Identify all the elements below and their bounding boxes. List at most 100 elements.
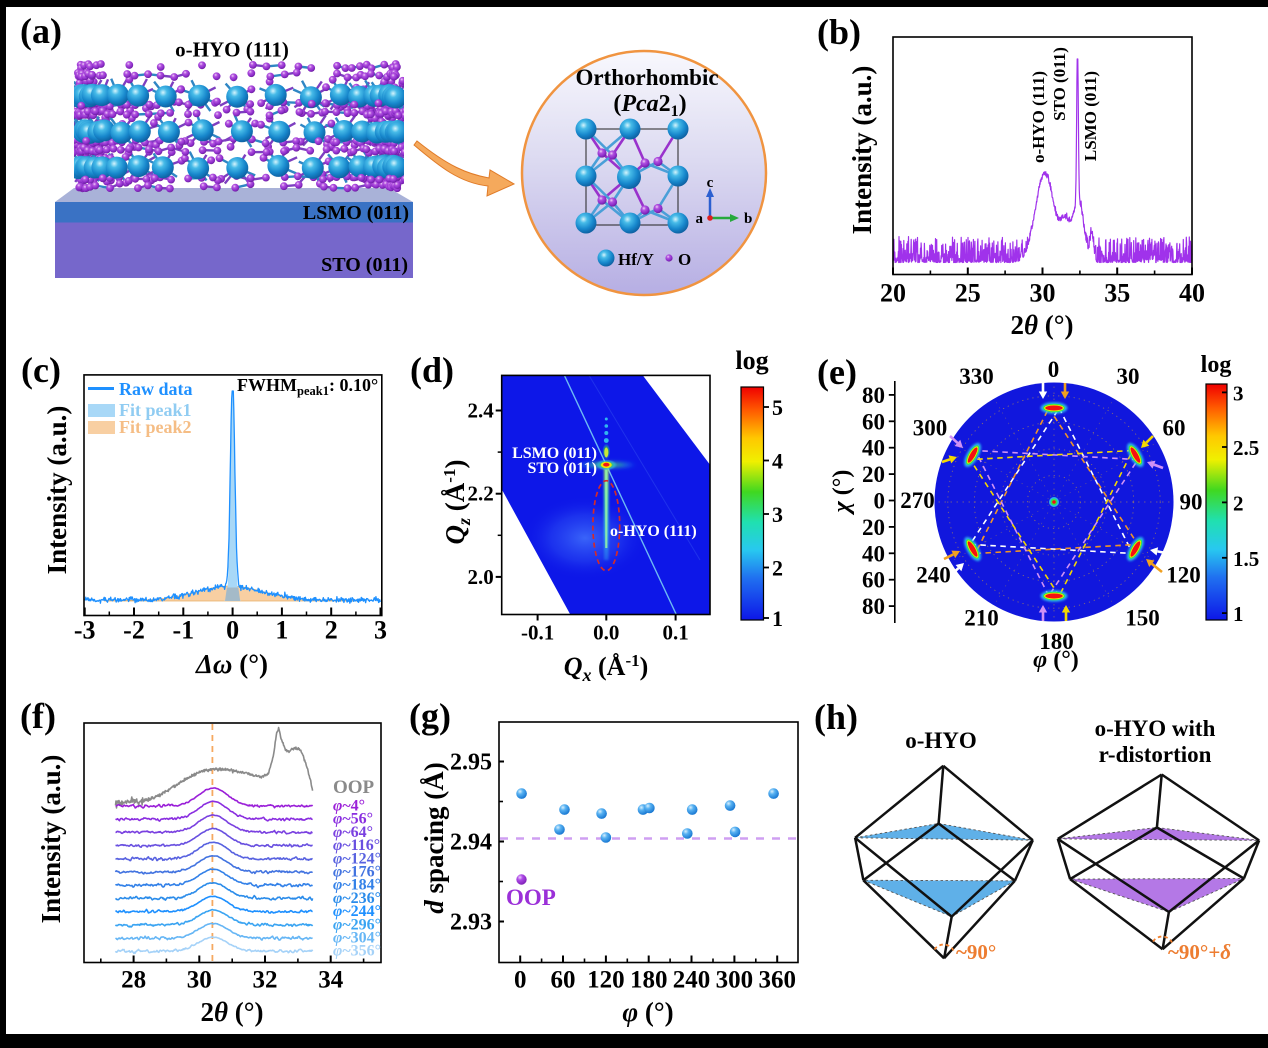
svg-text:60: 60 — [551, 967, 576, 994]
svg-text:80: 80 — [862, 594, 885, 619]
svg-text:~90°+δ: ~90°+δ — [1168, 940, 1231, 964]
svg-text:2.95: 2.95 — [450, 750, 492, 776]
svg-text:φ~64°: φ~64° — [333, 824, 373, 841]
svg-text:0: 0 — [874, 489, 886, 514]
svg-text:0: 0 — [514, 967, 527, 994]
svg-text:Intensity (a.u.): Intensity (a.u.) — [847, 66, 877, 235]
svg-text:2.94: 2.94 — [450, 830, 492, 856]
svg-text:0.0: 0.0 — [593, 621, 619, 645]
svg-text:φ~124°: φ~124° — [333, 850, 381, 867]
svg-text:3: 3 — [374, 616, 387, 645]
svg-text:2.0: 2.0 — [467, 565, 493, 589]
svg-text:STO (011): STO (011) — [528, 460, 598, 477]
svg-text:(a): (a) — [20, 11, 62, 51]
svg-text:330: 330 — [959, 364, 994, 389]
svg-text:(g): (g) — [409, 696, 451, 736]
svg-text:log: log — [1201, 352, 1232, 378]
svg-text:40: 40 — [1179, 279, 1205, 308]
svg-text:35: 35 — [1104, 279, 1130, 308]
svg-text:χ (°): χ (°) — [829, 470, 855, 516]
svg-text:Qz (Å-1): Qz (Å-1) — [440, 460, 474, 545]
svg-text:90: 90 — [1180, 490, 1203, 515]
svg-text:-1: -1 — [172, 616, 194, 645]
svg-text:φ (°): φ (°) — [622, 997, 673, 1027]
svg-text:2: 2 — [325, 616, 338, 645]
svg-text:1: 1 — [275, 616, 288, 645]
svg-text:LSMO (011): LSMO (011) — [303, 202, 409, 224]
svg-text:2θ (°): 2θ (°) — [200, 997, 263, 1027]
svg-text:(d): (d) — [410, 350, 454, 390]
svg-text:φ~184°: φ~184° — [333, 877, 381, 894]
svg-text:o-HYO (111): o-HYO (111) — [610, 523, 697, 540]
svg-text:φ~304°: φ~304° — [333, 930, 381, 947]
svg-text:b: b — [744, 211, 752, 227]
svg-text:3: 3 — [1233, 381, 1244, 405]
svg-text:Hf/Y: Hf/Y — [618, 250, 654, 269]
svg-text:o-HYO: o-HYO — [905, 728, 977, 753]
svg-text:Fit peak1: Fit peak1 — [119, 400, 192, 420]
svg-text:-3: -3 — [74, 616, 96, 645]
svg-text:o-HYO (111): o-HYO (111) — [1029, 71, 1048, 163]
svg-text:φ (°): φ (°) — [1033, 647, 1079, 673]
svg-text:LSMO (011): LSMO (011) — [512, 445, 597, 462]
svg-text:300: 300 — [716, 967, 754, 994]
svg-text:Intensity (a.u.): Intensity (a.u.) — [42, 406, 72, 575]
svg-text:~90°: ~90° — [956, 940, 996, 964]
svg-text:2.4: 2.4 — [467, 399, 494, 423]
svg-text:φ~4°: φ~4° — [333, 798, 365, 815]
svg-text:STO (011): STO (011) — [321, 254, 408, 276]
svg-text:FWHMpeak1: 0.10°: FWHMpeak1: 0.10° — [237, 375, 378, 398]
svg-text:60: 60 — [862, 568, 885, 593]
svg-text:Qx (Å-1): Qx (Å-1) — [564, 651, 649, 685]
svg-text:φ~356°: φ~356° — [333, 943, 381, 960]
svg-text:3: 3 — [772, 502, 783, 527]
svg-text:2.5: 2.5 — [1233, 436, 1259, 460]
svg-text:φ~116°: φ~116° — [333, 837, 380, 854]
svg-text:STO (011): STO (011) — [1050, 47, 1069, 121]
svg-text:o-HYO (111): o-HYO (111) — [175, 38, 289, 62]
svg-text:180: 180 — [1039, 629, 1074, 654]
svg-text:20: 20 — [862, 462, 885, 487]
svg-text:2: 2 — [772, 556, 783, 581]
svg-text:c: c — [707, 175, 714, 191]
svg-text:5: 5 — [772, 395, 783, 420]
svg-text:30: 30 — [187, 967, 212, 994]
svg-text:Orthorhombic: Orthorhombic — [575, 65, 718, 90]
svg-text:0.1: 0.1 — [662, 621, 688, 645]
svg-text:150: 150 — [1125, 606, 1160, 631]
svg-text:φ~176°: φ~176° — [333, 864, 381, 881]
svg-text:0: 0 — [1048, 357, 1060, 382]
svg-text:1: 1 — [1233, 602, 1244, 626]
svg-text:40: 40 — [862, 541, 885, 566]
svg-text:(b): (b) — [817, 12, 861, 52]
svg-text:(h): (h) — [814, 697, 858, 737]
svg-text:(c): (c) — [21, 350, 61, 390]
svg-text:270: 270 — [900, 488, 935, 513]
svg-text:40: 40 — [862, 436, 885, 461]
svg-text:32: 32 — [253, 967, 278, 994]
svg-text:a: a — [696, 211, 704, 227]
svg-text:Intensity (a.u.): Intensity (a.u.) — [36, 755, 66, 924]
svg-text:20: 20 — [862, 515, 885, 540]
svg-text:o-HYO with: o-HYO with — [1095, 716, 1216, 741]
svg-text:2θ (°): 2θ (°) — [1010, 310, 1073, 340]
svg-text:210: 210 — [964, 606, 999, 631]
svg-text:d spacing (Å): d spacing (Å) — [419, 762, 449, 914]
svg-text:2.93: 2.93 — [450, 910, 492, 936]
svg-text:Δω (°): Δω (°) — [195, 649, 268, 679]
svg-text:60: 60 — [862, 409, 885, 434]
svg-text:Raw data: Raw data — [119, 379, 193, 399]
svg-text:240: 240 — [673, 967, 711, 994]
svg-text:30: 30 — [1030, 279, 1056, 308]
svg-text:120: 120 — [587, 967, 625, 994]
svg-text:Fit peak2: Fit peak2 — [119, 417, 192, 437]
svg-text:φ~56°: φ~56° — [333, 811, 373, 828]
svg-text:30: 30 — [1117, 364, 1140, 389]
svg-text:240: 240 — [916, 563, 951, 588]
svg-text:0: 0 — [226, 616, 239, 645]
svg-text:120: 120 — [1166, 563, 1201, 588]
svg-text:180: 180 — [630, 967, 668, 994]
svg-text:OOP: OOP — [506, 885, 556, 910]
svg-text:2: 2 — [1233, 491, 1244, 515]
svg-text:OOP: OOP — [333, 777, 375, 798]
